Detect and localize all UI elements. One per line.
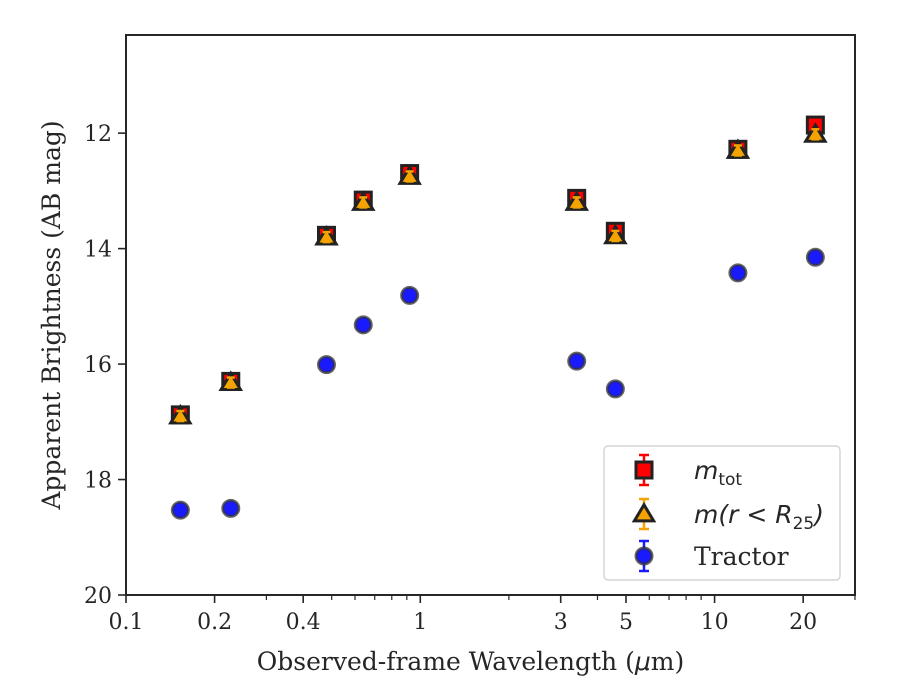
error-bar-mR25 <box>176 409 185 423</box>
series-mR25 <box>168 122 828 425</box>
y-tick-label: 16 <box>84 353 112 378</box>
error-bar-tractor <box>322 358 331 371</box>
error-bar-tractor <box>572 354 581 368</box>
error-bar-mR25 <box>359 196 368 209</box>
error-bar-tractor <box>359 318 368 332</box>
error-bar-tractor <box>611 382 620 396</box>
error-bar-tractor <box>176 503 185 517</box>
x-tick-label: 3 <box>554 610 568 635</box>
x-tick-label: 0.1 <box>109 610 144 635</box>
x-tick-label: 5 <box>619 610 633 635</box>
y-tick-label: 20 <box>84 584 112 609</box>
y-tick-label: 18 <box>84 469 112 494</box>
error-bar-tractor <box>226 502 235 515</box>
legend-marker-tractor <box>634 546 654 566</box>
legend-label-tractor: Tractor <box>694 542 789 571</box>
error-bar-mR25 <box>226 376 235 389</box>
y-tick-label: 14 <box>84 238 112 263</box>
error-bar-mR25 <box>611 229 620 243</box>
error-bar-tractor <box>405 289 414 302</box>
plot-area <box>168 115 828 520</box>
legend-entry-tractor: Tractor <box>634 539 789 573</box>
x-axis-title: Observed-frame Wavelength (μm) <box>257 647 684 676</box>
error-bar-tractor <box>733 266 742 280</box>
x-tick-label: 0.4 <box>286 610 321 635</box>
error-bar-tractor <box>811 251 820 264</box>
y-axis-title: Apparent Brightness (AB mag) <box>37 120 66 510</box>
error-bar-mR25 <box>322 230 331 244</box>
legend-entry-mtot: mtot <box>634 453 742 490</box>
y-tick-label: 12 <box>84 122 112 147</box>
error-bar-mR25 <box>811 128 820 141</box>
error-bar-mR25 <box>405 170 414 183</box>
legend: mtot m(r < R25) Tractor <box>603 445 841 581</box>
series-tractor <box>170 247 825 520</box>
series-mtot <box>170 115 825 425</box>
legend-label-mR25: m(r < R25) <box>694 500 824 534</box>
x-tick-label: 1 <box>413 610 427 635</box>
legend-marker-mtot <box>634 460 654 480</box>
legend-label-mtot: mtot <box>694 456 742 490</box>
error-bar-mR25 <box>572 196 581 209</box>
legend-marker-mR25 <box>631 501 657 523</box>
axes-frame <box>125 34 856 596</box>
error-bar-mR25 <box>733 144 742 157</box>
x-tick-label: 10 <box>701 610 729 635</box>
x-tick-label: 20 <box>789 610 817 635</box>
legend-box <box>603 445 841 581</box>
legend-entry-mR25: m(r < R25) <box>631 497 824 534</box>
x-tick-label: 0.2 <box>197 610 232 635</box>
axes: 0.1 0.2 0.4 1 3 5 10 20 12 14 16 18 20 Observed-frame… <box>37 34 856 676</box>
